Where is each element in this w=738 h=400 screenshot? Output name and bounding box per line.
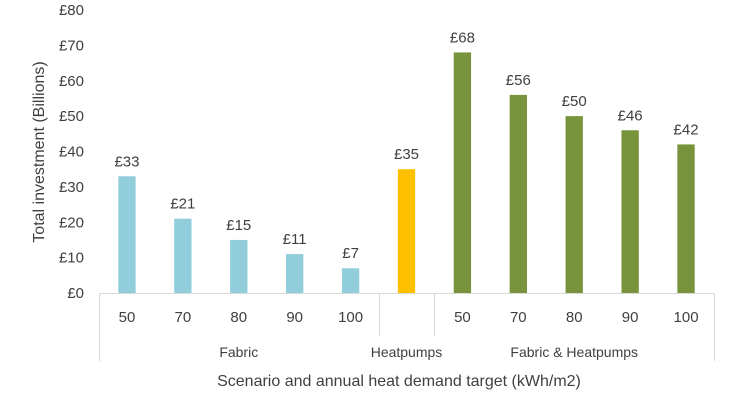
data-label: £11	[283, 231, 307, 248]
data-label: £15	[226, 217, 251, 234]
y-tick-label: £30	[59, 179, 84, 196]
y-tick-label: £40	[59, 144, 84, 161]
x-tick-label: 90	[286, 309, 303, 326]
bar	[118, 176, 136, 293]
data-label: £68	[450, 29, 475, 46]
bar	[230, 239, 248, 293]
y-tick-label: £80	[59, 2, 84, 19]
y-axis-ticks: £0 £10 £20 £30 £40 £50 £60 £70 £80	[59, 2, 84, 302]
data-label: £56	[506, 72, 531, 89]
data-label: £33	[114, 153, 139, 170]
bar	[621, 130, 639, 293]
x-tick-label: 80	[230, 309, 247, 326]
data-labels: £33 £21 £15 £11 £7 £35 £68 £56 £50 £46 £42	[114, 29, 698, 262]
x-tick-label: 80	[566, 309, 583, 326]
y-tick-label: £70	[59, 37, 84, 54]
y-tick-label: £10	[59, 250, 84, 267]
y-axis-title: Total investment (Billions)	[31, 61, 48, 242]
data-label: £50	[562, 93, 587, 110]
bar	[341, 268, 360, 293]
data-label: £35	[394, 146, 419, 163]
x-tick-label: 100	[338, 309, 363, 326]
bar	[509, 94, 527, 294]
bar	[677, 144, 695, 293]
data-label: £7	[342, 245, 359, 262]
x-tick-label: 70	[175, 309, 192, 326]
bar	[174, 218, 192, 293]
bar	[453, 52, 472, 294]
bar	[397, 169, 416, 293]
x-tick-label: 90	[622, 309, 639, 326]
x-tick-label: 100	[674, 309, 699, 326]
x-tick-label: 70	[510, 309, 527, 326]
data-label: £46	[618, 107, 643, 124]
bars	[118, 52, 695, 294]
y-tick-label: £0	[67, 285, 84, 302]
data-label: £21	[170, 196, 195, 213]
x-axis-title: Scenario and annual heat demand target (…	[217, 373, 581, 390]
group-label: Fabric	[219, 344, 258, 360]
bar	[286, 254, 304, 293]
x-axis: 50 70 80 90 100 50 70 80 90 100	[99, 293, 715, 361]
group-label: Heatpumps	[371, 344, 443, 360]
group-labels: Fabric Heatpumps Fabric & Heatpumps	[219, 344, 638, 360]
x-tick-label: 50	[454, 309, 471, 326]
y-tick-label: £60	[59, 73, 84, 90]
group-label: Fabric & Heatpumps	[510, 344, 638, 360]
x-tick-label: 50	[119, 309, 136, 326]
bar	[565, 116, 583, 293]
data-label: £42	[674, 121, 699, 138]
y-tick-label: £50	[59, 108, 84, 125]
y-tick-label: £20	[59, 214, 84, 231]
